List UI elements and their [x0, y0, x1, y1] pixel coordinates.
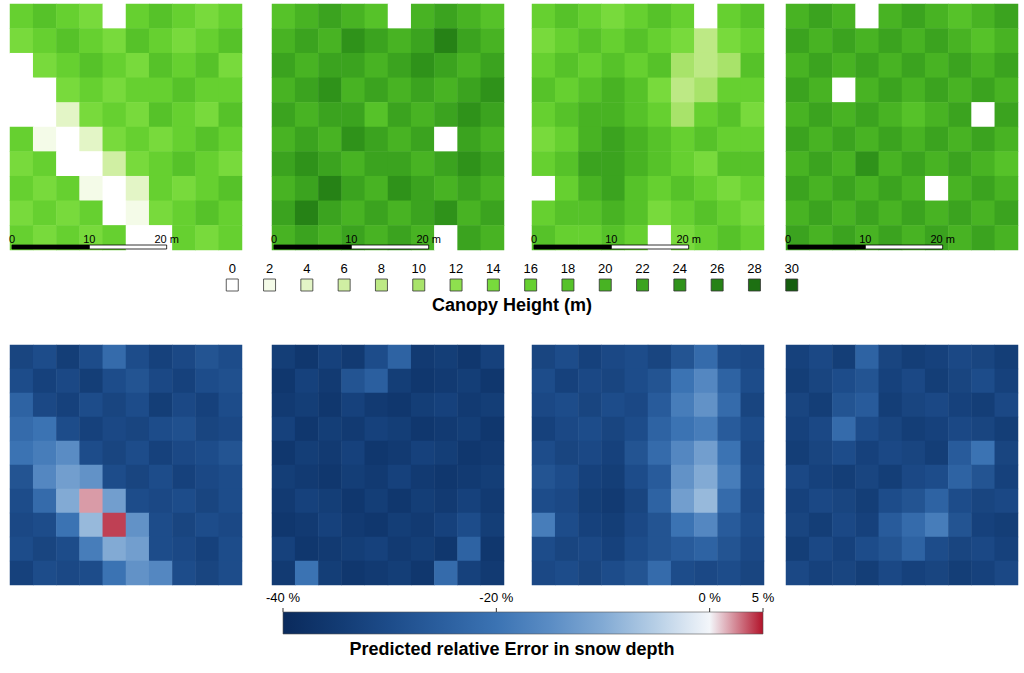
svg-text:0: 0	[271, 233, 277, 245]
svg-text:20 m: 20 m	[676, 233, 700, 245]
svg-text:20: 20	[598, 261, 612, 276]
svg-text:10: 10	[412, 261, 426, 276]
svg-text:-40 %: -40 %	[266, 590, 300, 605]
svg-text:5 %: 5 %	[752, 590, 775, 605]
svg-text:30: 30	[785, 261, 799, 276]
svg-text:20 m: 20 m	[930, 233, 954, 245]
svg-text:2: 2	[266, 261, 273, 276]
svg-text:0 %: 0 %	[698, 590, 721, 605]
svg-text:12: 12	[449, 261, 463, 276]
svg-text:0: 0	[531, 233, 537, 245]
svg-text:-20 %: -20 %	[479, 590, 513, 605]
svg-text:0: 0	[229, 261, 236, 276]
svg-text:0: 0	[785, 233, 791, 245]
svg-text:18: 18	[561, 261, 575, 276]
svg-text:10: 10	[859, 233, 871, 245]
svg-text:24: 24	[673, 261, 687, 276]
svg-text:28: 28	[747, 261, 761, 276]
svg-text:14: 14	[486, 261, 500, 276]
svg-text:22: 22	[635, 261, 649, 276]
svg-text:20 m: 20 m	[416, 233, 440, 245]
svg-text:0: 0	[9, 233, 15, 245]
svg-text:10: 10	[345, 233, 357, 245]
svg-text:8: 8	[378, 261, 385, 276]
svg-text:20 m: 20 m	[154, 233, 178, 245]
svg-text:Predicted relative Error in sn: Predicted relative Error in snow depth	[349, 639, 674, 659]
svg-text:26: 26	[710, 261, 724, 276]
svg-text:4: 4	[303, 261, 310, 276]
svg-text:Canopy Height (m): Canopy Height (m)	[432, 295, 592, 315]
svg-text:16: 16	[523, 261, 537, 276]
svg-text:10: 10	[605, 233, 617, 245]
svg-text:6: 6	[341, 261, 348, 276]
svg-text:10: 10	[83, 233, 95, 245]
